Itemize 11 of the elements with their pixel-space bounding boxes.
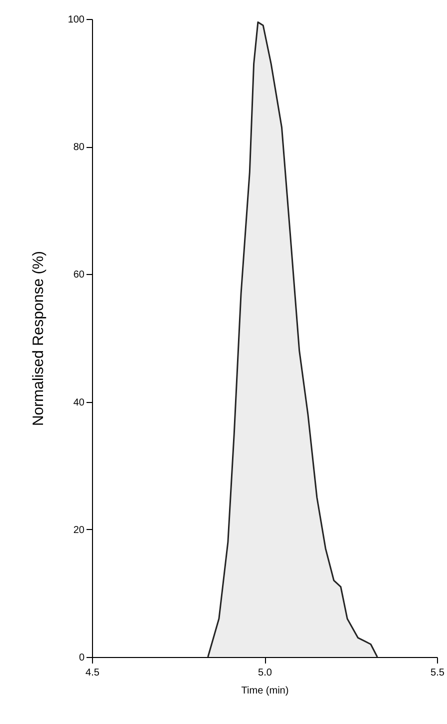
y-tick-label: 100: [68, 14, 85, 26]
x-axis-title: Time (min): [241, 686, 289, 696]
y-tick-label: 0: [78, 652, 85, 664]
x-tick-label: 5.0: [258, 668, 272, 678]
y-axis-title: Normalised Response (%): [30, 250, 47, 426]
x-tick-label: 5.5: [430, 668, 445, 678]
y-tick-label: 80: [73, 142, 85, 154]
y-tick-label: 60: [73, 270, 85, 281]
y-tick-label: 40: [73, 397, 85, 408]
x-tick-label: 4.5: [86, 668, 100, 678]
y-tick-label: 20: [73, 524, 85, 536]
